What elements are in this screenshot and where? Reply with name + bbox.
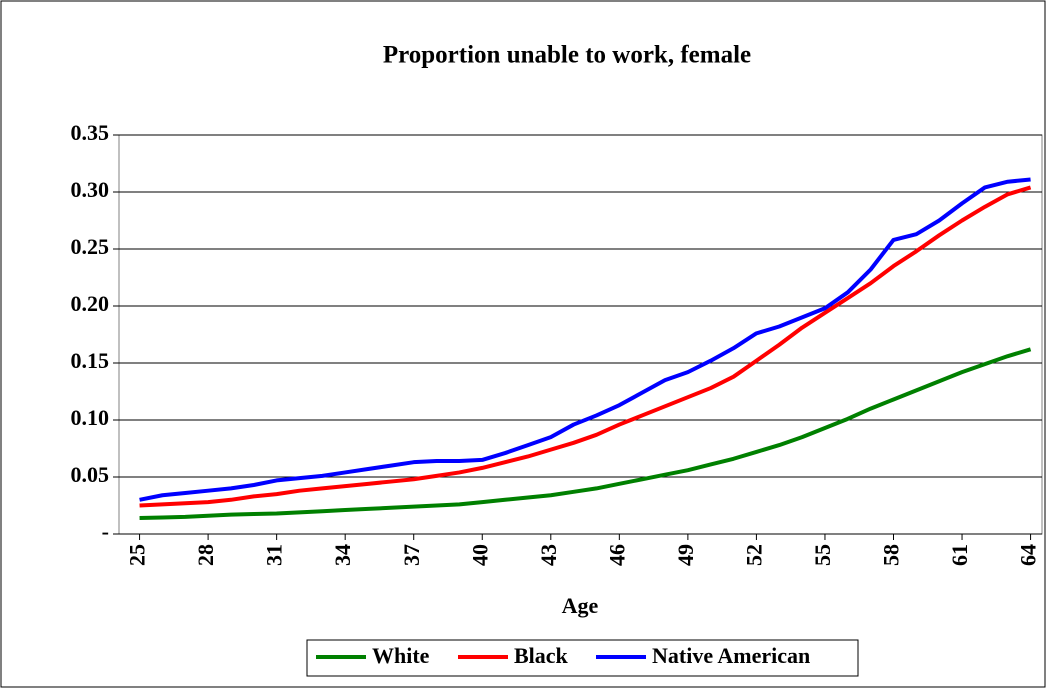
series-line xyxy=(139,347,1032,521)
x-tick-label: 31 xyxy=(262,544,287,566)
x-tick-label: 37 xyxy=(399,544,424,566)
x-axis-label: Age xyxy=(562,593,599,618)
y-tick-label: 0.10 xyxy=(71,405,110,430)
x-tick-label: 46 xyxy=(604,544,629,566)
plot-area xyxy=(118,134,1043,535)
series-line xyxy=(139,185,1032,508)
y-tick-label: 0.30 xyxy=(71,177,110,202)
y-tick-label: 0.20 xyxy=(71,291,110,316)
y-tick-label: 0.35 xyxy=(71,120,110,145)
legend-box xyxy=(306,639,859,677)
x-tick-label: 55 xyxy=(810,544,835,566)
chart-title: Proportion unable to work, female xyxy=(383,42,751,69)
x-tick-label: 34 xyxy=(330,544,355,566)
series-line xyxy=(139,177,1031,502)
x-tick-label: 43 xyxy=(536,544,561,566)
x-tick-label: 25 xyxy=(125,544,150,566)
y-tick-label: 0.05 xyxy=(71,462,110,487)
x-tick-label: 52 xyxy=(741,544,766,566)
y-tick-label: - xyxy=(102,519,109,544)
x-tick-label: 64 xyxy=(1016,544,1041,566)
legend-label: Black xyxy=(514,643,569,668)
x-tick-label: 49 xyxy=(673,544,698,566)
x-tick-label: 58 xyxy=(879,544,904,566)
x-tick-label: 40 xyxy=(467,544,492,566)
x-tick-label: 61 xyxy=(947,544,972,566)
legend-label: White xyxy=(372,643,430,668)
y-tick-label: 0.25 xyxy=(71,234,110,259)
x-tick-label: 28 xyxy=(193,544,218,566)
y-tick-label: 0.15 xyxy=(71,348,110,373)
legend-label: Native American xyxy=(652,643,810,668)
